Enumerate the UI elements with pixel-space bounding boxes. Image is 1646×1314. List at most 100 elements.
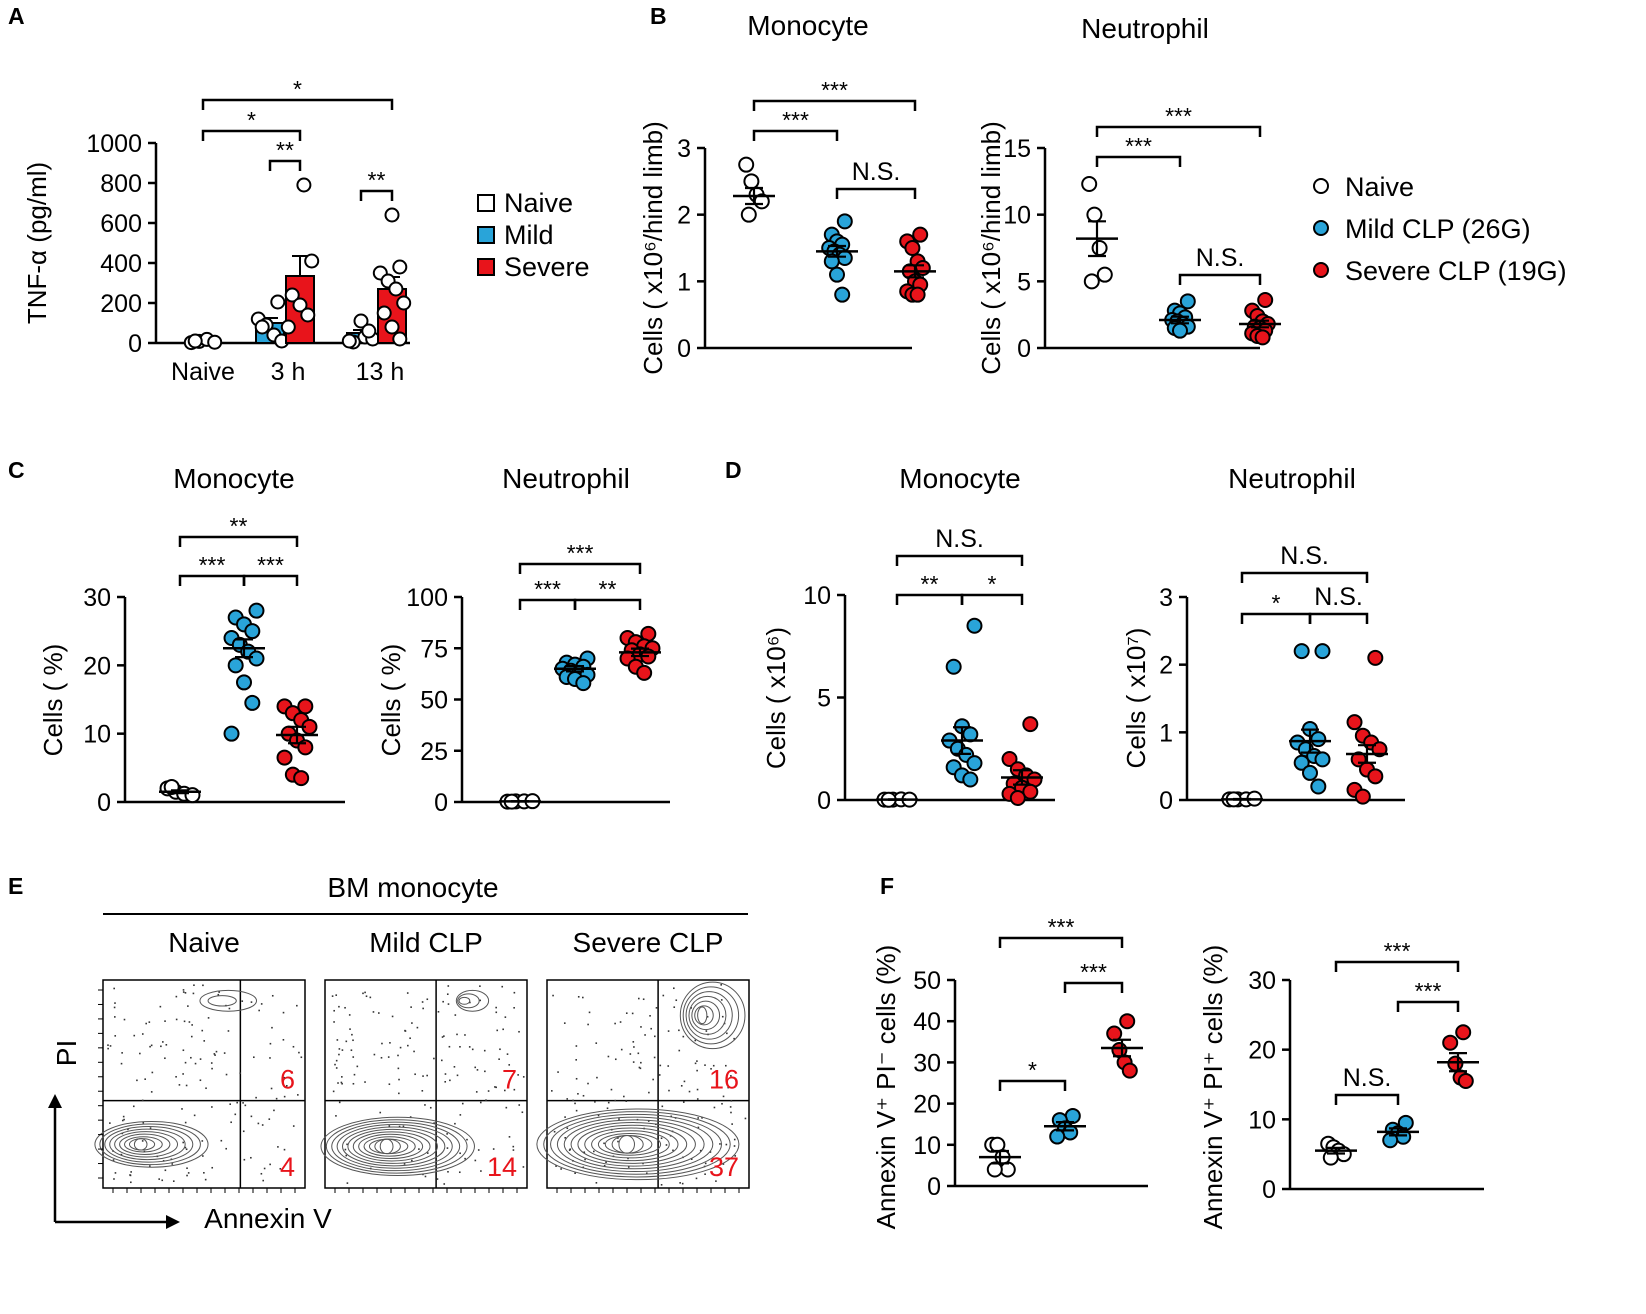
e-plot-1-event-dot xyxy=(337,1082,339,1084)
e-plot-1-event-dot xyxy=(350,1049,353,1052)
e-plot-2-event-dot xyxy=(619,1021,622,1023)
e-plot-0-event-dot xyxy=(150,1044,153,1047)
e-plot-0-event-dot xyxy=(242,1130,245,1133)
e-plot-0-upper-contour xyxy=(199,989,258,1012)
e-plot-0-event-dot xyxy=(199,1058,202,1060)
b1-point xyxy=(904,240,921,256)
e-plot-1-lower-contour xyxy=(320,1116,475,1177)
e-plot-1-event-dot xyxy=(484,1070,486,1073)
e-plot-2-event-dot xyxy=(560,1168,562,1170)
f1-sig-0-label: *** xyxy=(1048,914,1075,940)
a-x-tick-label: 3 h xyxy=(271,358,306,386)
e-plot-1-event-dot xyxy=(418,1148,420,1150)
e-plot-2-event-dot xyxy=(733,1037,735,1040)
b1-sig-1-label: *** xyxy=(782,107,809,133)
e-plot-1-event-dot xyxy=(335,994,338,996)
e-plot-2-lower-contour xyxy=(584,1127,679,1162)
e-plot-2-event-dot xyxy=(568,1149,571,1151)
e-plot-1-event-dot xyxy=(444,1080,447,1083)
e-plot-0-lower-contour xyxy=(133,1138,148,1151)
e-plot-1-event-dot xyxy=(333,1009,335,1012)
e-plot-0-event-dot xyxy=(190,1035,193,1038)
e-plot-1-upper-right-pct: 7 xyxy=(502,1065,517,1095)
e-plot-2-event-dot xyxy=(704,1064,706,1066)
d2-point xyxy=(1314,751,1331,768)
c1-point xyxy=(223,725,240,742)
e-header: BM monocyte xyxy=(327,872,498,903)
e-plot-1-event-dot xyxy=(344,1148,347,1151)
e-plot-0-event-dot xyxy=(182,1049,185,1052)
e-plot-1-event-dot xyxy=(518,1104,521,1106)
b2-point xyxy=(1091,240,1108,256)
e-plot-1-event-dot xyxy=(494,1168,497,1171)
e-plot-2-event-dot xyxy=(690,1007,692,1009)
e-plot-2-event-dot xyxy=(575,1109,578,1112)
e-plot-0-event-dot xyxy=(241,1000,244,1002)
b-legend-label: Mild CLP (26G) xyxy=(1345,214,1531,244)
e-plot-2-lower-contour xyxy=(591,1130,670,1159)
e-plot-0-event-dot xyxy=(193,984,195,987)
e-plot-2-event-dot xyxy=(633,1046,635,1048)
c1-point xyxy=(227,657,244,674)
e-plot-1-event-dot xyxy=(496,1029,499,1032)
e-plot-2-event-dot xyxy=(575,1077,578,1080)
e-plot-0-event-dot xyxy=(171,1163,174,1165)
f2-sig-0-label: *** xyxy=(1384,938,1411,964)
c1-point xyxy=(248,602,265,619)
e-plot-0-event-dot xyxy=(175,1018,178,1021)
b1-y-tick-label: 2 xyxy=(677,202,691,230)
e-plot-2-event-dot xyxy=(726,1032,728,1035)
e-plot-2-event-dot xyxy=(730,1075,732,1077)
b2-y-tick-label: 5 xyxy=(1017,268,1031,296)
e-plot-1-event-dot xyxy=(429,1106,432,1109)
a-sig-0-bracket xyxy=(201,98,394,110)
e-plot-1-event-dot xyxy=(411,1159,413,1162)
b1-point xyxy=(743,173,760,190)
e-plot-0-event-dot xyxy=(114,1016,116,1018)
e-plot-1-event-dot xyxy=(338,1005,340,1008)
e-plot-0-event-dot xyxy=(230,1121,232,1124)
e-plot-0-event-dot xyxy=(109,1122,111,1124)
e-plot-1-event-dot xyxy=(492,1148,495,1150)
f1-point xyxy=(999,1161,1016,1178)
e-plot-2-event-dot xyxy=(667,1065,670,1067)
e-plot-2-event-dot xyxy=(690,1158,693,1160)
e-plot-1-event-dot xyxy=(414,1073,416,1076)
e-plot-1-event-dot xyxy=(379,1111,382,1114)
b2-sig-2-bracket xyxy=(1178,273,1262,285)
e-plot-1-event-dot xyxy=(426,1152,429,1154)
f1-sig-0-bracket xyxy=(998,936,1124,948)
e-plot-0-event-dot xyxy=(185,1084,188,1087)
e-plot-0-event-dot xyxy=(151,1071,154,1074)
c1-sig-2-bracket xyxy=(242,574,299,586)
a-point xyxy=(376,305,392,321)
e-x-axis-label: Annexin V xyxy=(204,1203,332,1234)
a-legend-swatch xyxy=(477,258,495,276)
e-plot-1-event-dot xyxy=(406,992,409,994)
b2-y-tick-label: 15 xyxy=(1003,135,1031,163)
a-sig-2-bracket xyxy=(268,159,302,171)
e-plot-2-event-dot xyxy=(610,1088,613,1091)
e-plot-2-event-dot xyxy=(722,1095,725,1098)
e-plot-1-upper-contour xyxy=(457,993,480,1009)
e-plot-2-event-dot xyxy=(637,1052,640,1055)
e-plot-1-event-dot xyxy=(436,1178,439,1180)
b1-point xyxy=(829,266,845,283)
e-plot-1-event-dot xyxy=(454,1122,456,1125)
e-plot-0-event-dot xyxy=(150,1091,153,1093)
e-plot-1-event-dot xyxy=(424,1104,426,1106)
e-plot-2-event-dot xyxy=(614,1022,616,1025)
b-legend-label: Naive xyxy=(1345,172,1414,202)
f1-y-tick-label: 0 xyxy=(927,1173,941,1201)
e-plot-0-event-dot xyxy=(291,1071,293,1074)
e-plot-1-event-dot xyxy=(504,1089,506,1092)
e-plot-2-event-dot xyxy=(715,1180,717,1182)
e-plot-1-event-dot xyxy=(398,1125,401,1128)
a-x-tick-label: Naive xyxy=(171,358,235,386)
f2-y-axis-label: Annexin V⁺ PI⁺ cells (%) xyxy=(1198,945,1228,1230)
e-plot-2-event-dot xyxy=(683,1080,686,1083)
e-plot-2-event-dot xyxy=(658,1074,661,1076)
e-plot-2-lower-contour xyxy=(577,1124,688,1164)
c2-point xyxy=(575,675,592,692)
e-plot-1-event-dot xyxy=(512,1145,515,1148)
